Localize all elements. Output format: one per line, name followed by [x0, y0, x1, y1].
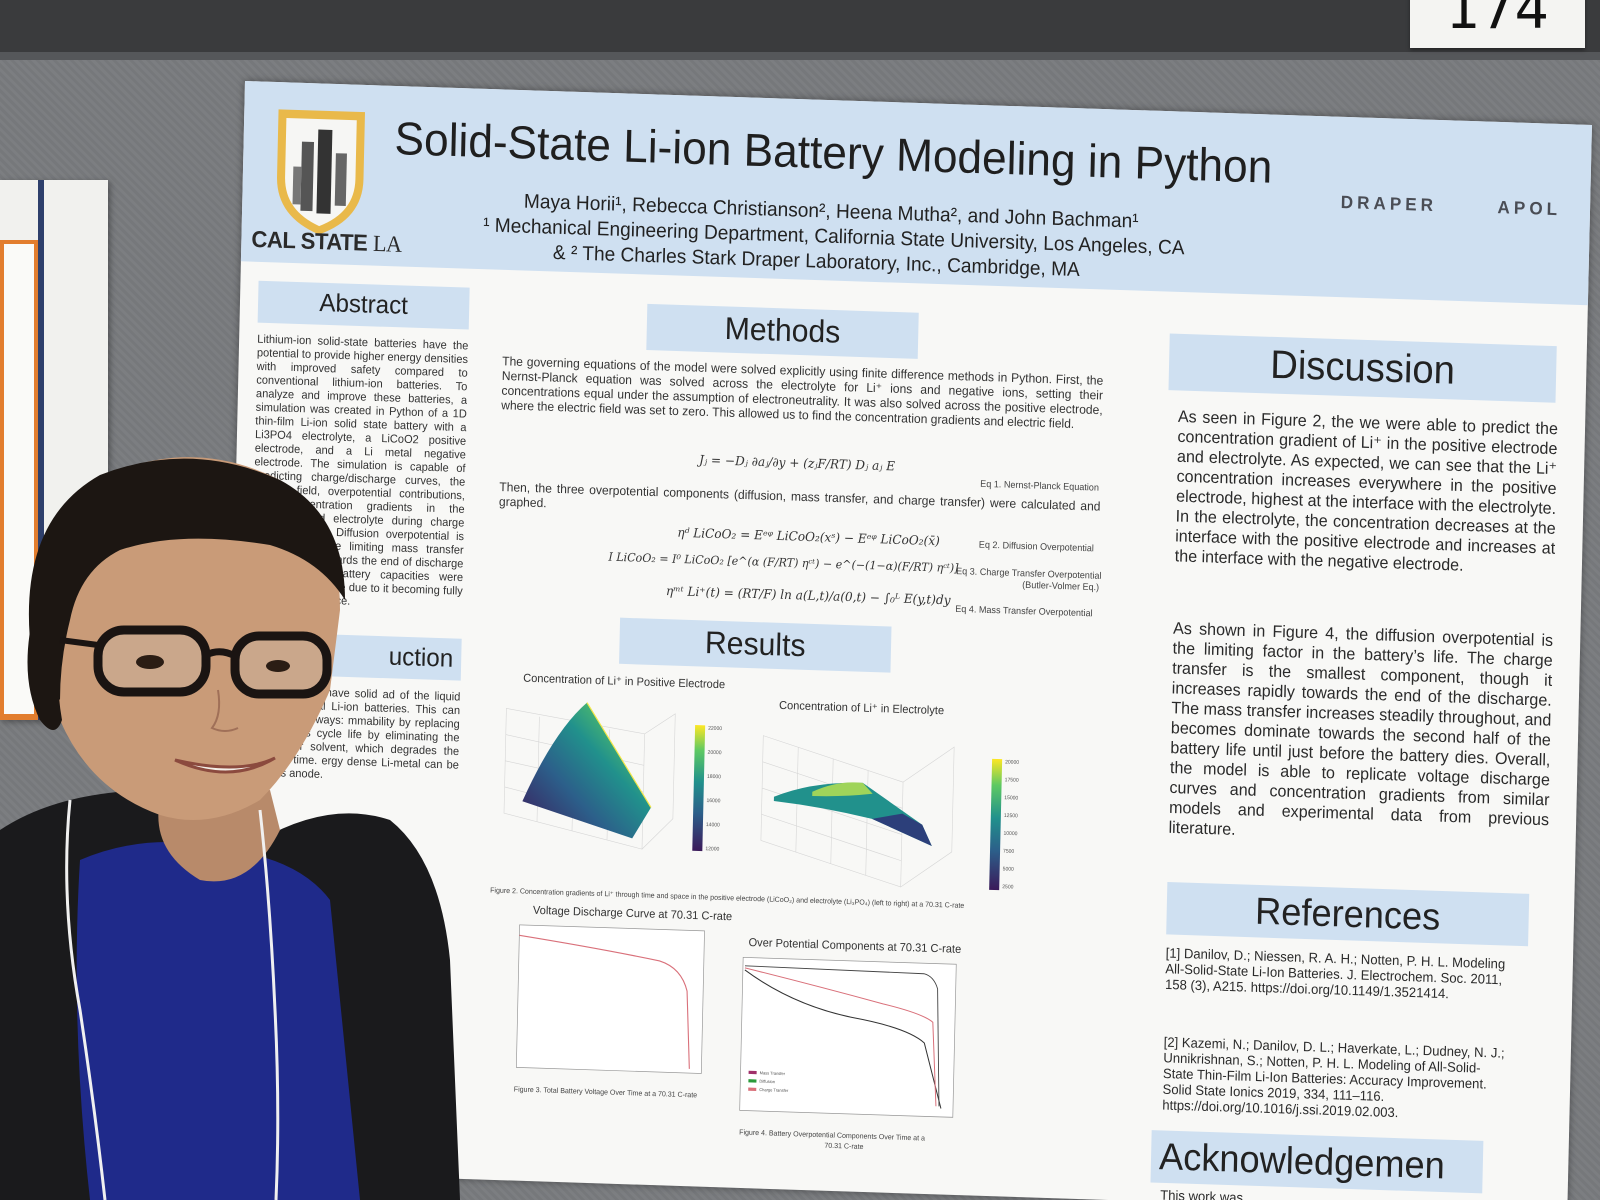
equation-1: Jⱼ = −Dⱼ ∂aⱼ/∂y + (zⱼF/RT) Dⱼ aⱼ E: [698, 452, 896, 474]
figure-3-title: Voltage Discharge Curve at 70.31 C-rate: [532, 904, 733, 924]
discussion-paragraph-1: As seen in Figure 2, the we were able to…: [1174, 408, 1559, 575]
introduction-heading: uction: [249, 631, 462, 681]
cbar1-tick: 12000: [705, 846, 719, 853]
reference-2: [2] Kazemi, N.; Danilov, D. L.; Haverkat…: [1162, 1033, 1505, 1121]
draper-logo: DRAPER: [1340, 192, 1438, 216]
acknowledgements-heading: Acknowledgemen: [1150, 1130, 1484, 1194]
cbar1-tick: 20000: [708, 750, 722, 757]
abstract-heading: Abstract: [257, 280, 470, 330]
research-poster: CAL STATE LA Solid-State Li-ion Battery …: [220, 81, 1592, 1200]
equation-3: I LiCoO₂ = I⁰ LiCoO₂ [e^(α (F/RT) ηᶜᵗ) −…: [608, 550, 959, 576]
cbar2-tick: 2500: [1002, 884, 1013, 890]
booth-number: 174: [1445, 0, 1550, 41]
cbar2-tick: 10000: [1003, 831, 1017, 838]
cbar2-tick: 15000: [1004, 795, 1018, 802]
equation-2: ηᵈ LiCoO₂ = Eᵉᵠ LiCoO₂(xˢ) − Eᵉᵠ LiCoO₂(…: [677, 525, 940, 549]
cbar1-tick: 18000: [707, 774, 721, 781]
figure-4-title: Over Potential Components at 70.31 C-rat…: [748, 936, 962, 957]
figure-2-title: Concentration of Li⁺ in Electrolyte: [778, 699, 945, 718]
voltage-discharge-plot: [515, 924, 705, 1074]
electrolyte-surface-plot: 20000 17500 15000 12500 10000 7500 5000 …: [760, 735, 1019, 891]
discussion-heading: Discussion: [1168, 333, 1557, 403]
acknowledgements-text: This work was collaborati: [1160, 1187, 1244, 1200]
figure-4-caption-2: 70.31 C-rate: [824, 1142, 864, 1152]
legend-mass-transfer: Mass Transfer: [760, 1070, 786, 1076]
cbar1-tick: 14000: [706, 822, 720, 829]
cbar2-tick: 17500: [1005, 777, 1019, 784]
cbar1-tick: 16000: [706, 798, 720, 805]
ceiling: [0, 0, 1600, 60]
legend-diffusion: Diffusion: [759, 1079, 775, 1085]
neighbor-poster: [0, 180, 108, 720]
logo-text-main: CAL STATE: [251, 225, 368, 256]
equation-2-label: Eq 2. Diffusion Overpotential: [978, 539, 1094, 554]
methods-text-1: The governing equations of the model wer…: [501, 353, 1104, 432]
abstract-text: Lithium-ion solid-state batteries have t…: [251, 333, 469, 608]
equation-4: ηᵐᵗ Li⁺(t) = (RT/F) ln a(L,t)/a(0,t) − ∫…: [665, 583, 951, 608]
cbar2-tick: 20000: [1005, 759, 1019, 766]
equation-3-sublabel: (Butler-Volmer Eq.): [1022, 579, 1100, 593]
cbar2-tick: 12500: [1004, 813, 1018, 820]
overpotential-components-plot: Mass Transfer Diffusion Charge Transfer: [739, 956, 957, 1118]
logo-text: CAL STATE LA: [251, 226, 402, 258]
neighbor-poster-edge: [38, 180, 44, 720]
legend-charge-transfer: Charge Transfer: [759, 1087, 789, 1093]
figure-3-caption: Figure 3. Total Battery Voltage Over Tim…: [513, 1086, 698, 1100]
introduction-text: state batteries have solid ad of the liq…: [247, 684, 461, 782]
neighbor-poster-text-block: [4, 244, 34, 714]
positive-electrode-surface-plot: 22000 20000 18000 16000 14000 12000: [503, 702, 722, 853]
methods-heading: Methods: [646, 303, 919, 359]
references-heading: References: [1166, 882, 1530, 947]
cbar2-tick: 7500: [1003, 848, 1014, 854]
discussion-paragraph-2: As shown in Figure 4, the diffusion over…: [1168, 619, 1554, 840]
cbar2-tick: 5000: [1003, 866, 1014, 872]
apl-logo: APOL: [1497, 197, 1562, 220]
equation-1-label: Eq 1. Nernst-Planck Equation: [980, 478, 1100, 493]
figure-4-caption: Figure 4. Battery Overpotential Componen…: [739, 1129, 926, 1143]
cbar1-tick: 22000: [708, 726, 722, 733]
logo-text-suffix: LA: [372, 229, 402, 258]
equation-4-label: Eq 4. Mass Transfer Overpotential: [955, 603, 1093, 619]
cal-state-la-logo-icon: [277, 109, 366, 235]
results-heading: Results: [619, 617, 892, 673]
booth-number-card: 174: [1410, 0, 1585, 48]
reference-1: [1] Danilov, D.; Niessen, R. A. H.; Nott…: [1164, 944, 1506, 1002]
